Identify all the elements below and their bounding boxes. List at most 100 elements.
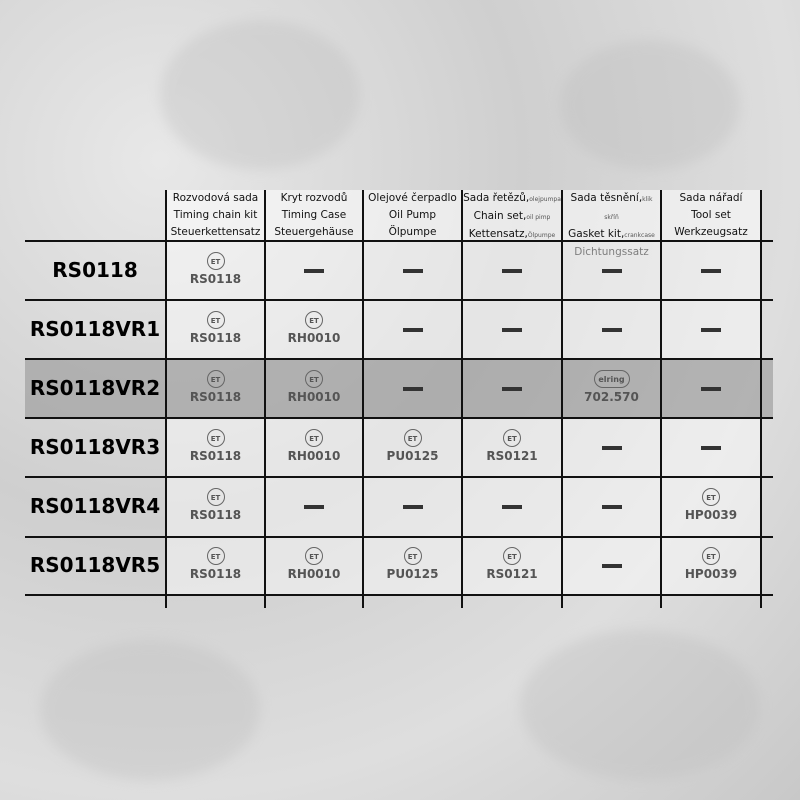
table-cell bbox=[463, 242, 561, 299]
column-divider bbox=[760, 190, 762, 608]
part-item: ET PU0125 bbox=[364, 419, 461, 463]
part-code: RS0121 bbox=[486, 567, 538, 581]
part-code: RH0010 bbox=[287, 448, 341, 463]
column-header-line: Sada nářadí bbox=[679, 192, 743, 204]
not-included-dash-icon bbox=[701, 327, 721, 332]
column-header: Kryt rozvodů Timing Case Steuergehäuse bbox=[266, 190, 362, 240]
table-cell bbox=[364, 360, 461, 417]
table-cell: ET RS0118 bbox=[167, 478, 264, 536]
table-cell bbox=[662, 360, 760, 417]
row-divider bbox=[25, 240, 773, 242]
not-included-dash-icon bbox=[402, 505, 423, 509]
column-divider bbox=[165, 190, 167, 608]
part-code: RH0010 bbox=[287, 389, 341, 404]
not-included-dash-icon bbox=[601, 564, 622, 568]
et-logo-icon: ET bbox=[403, 547, 422, 565]
column-divider bbox=[561, 190, 563, 608]
et-logo-icon: ET bbox=[305, 369, 323, 388]
et-logo-icon: ET bbox=[503, 428, 521, 447]
row-label: RS0118VR2 bbox=[29, 375, 161, 400]
not-included-dash-icon bbox=[502, 505, 522, 509]
part-item: ET RH0010 bbox=[266, 419, 362, 463]
column-header-line: Sada těsnění,klik skříň bbox=[563, 190, 660, 226]
table-row: RS0118VR2 ET RS0118 ET RH0010 elring 702.570 bbox=[25, 360, 773, 417]
table-cell bbox=[463, 478, 561, 536]
not-included-dash-icon bbox=[402, 386, 423, 391]
et-logo-icon: ET bbox=[305, 428, 323, 447]
column-header-line: Oil Pump bbox=[388, 209, 437, 221]
column-header-line: Kettensatz,Ölpumpe bbox=[463, 226, 561, 244]
table-cell bbox=[364, 301, 461, 358]
part-item: ET RS0121 bbox=[463, 538, 561, 581]
table-cell: ET RS0118 bbox=[167, 242, 264, 299]
table-cell bbox=[266, 242, 362, 299]
et-logo-icon: ET bbox=[403, 428, 422, 447]
column-header: Sada těsnění,klik skříň Gasket kit,crankc… bbox=[563, 190, 660, 258]
not-included-dash-icon bbox=[701, 386, 721, 391]
table-cell bbox=[364, 478, 461, 536]
not-included-dash-icon bbox=[402, 327, 423, 332]
part-code: PU0125 bbox=[386, 567, 439, 581]
table-cell bbox=[563, 419, 660, 476]
table-cell: ET RS0121 bbox=[463, 419, 561, 476]
et-logo-icon: ET bbox=[503, 547, 521, 565]
table-cell: ET RS0118 bbox=[167, 419, 264, 476]
row-divider bbox=[25, 594, 773, 596]
not-included-dash-icon bbox=[502, 327, 522, 332]
table-cell: ET PU0125 bbox=[364, 538, 461, 594]
part-code: RS0118 bbox=[189, 567, 242, 581]
column-divider bbox=[362, 190, 364, 608]
row-divider bbox=[25, 299, 773, 301]
table-cell bbox=[364, 242, 461, 299]
column-header: Rozvodová sada Timing chain kit Steuerkett… bbox=[167, 190, 264, 240]
part-item: ET RS0118 bbox=[167, 301, 264, 345]
column-header: Olejové čerpadlo Oil Pump Ölpumpe bbox=[364, 190, 461, 240]
column-header-line: Chain set,oil pimp bbox=[463, 208, 561, 226]
et-logo-icon: ET bbox=[206, 369, 225, 388]
part-code: HP0039 bbox=[684, 508, 738, 522]
header-text: Sada řetězů, bbox=[463, 192, 530, 204]
not-included-dash-icon bbox=[304, 505, 324, 509]
part-code: RS0118 bbox=[189, 508, 242, 522]
part-item: ET HP0039 bbox=[662, 538, 760, 581]
table-row: RS0118VR5 ET RS0118 ET RH0010 ET PU0125 ET RS012… bbox=[25, 538, 773, 594]
table-cell bbox=[563, 538, 660, 594]
not-included-dash-icon bbox=[601, 327, 622, 332]
part-item: ET RH0010 bbox=[266, 301, 362, 345]
table-cell: ET HP0039 bbox=[662, 538, 760, 594]
header-note: oil pimp bbox=[526, 214, 551, 221]
column-divider bbox=[264, 190, 266, 608]
part-item: ET PU0125 bbox=[364, 538, 461, 581]
row-label: RS0118VR4 bbox=[29, 494, 161, 518]
part-code: RS0118 bbox=[189, 271, 242, 286]
table-row: RS0118VR1 ET RS0118 ET RH0010 bbox=[25, 301, 773, 358]
part-item: ET RS0118 bbox=[167, 242, 264, 286]
header-text: Dichtungssatz bbox=[574, 246, 649, 258]
not-included-dash-icon bbox=[304, 268, 324, 273]
et-logo-icon: ET bbox=[206, 428, 225, 447]
table-cell bbox=[266, 478, 362, 536]
table-cell bbox=[463, 301, 561, 358]
column-header-line: Olejové čerpadlo bbox=[368, 192, 457, 204]
column-header-line: Rozvodová sada bbox=[172, 192, 259, 204]
et-logo-icon: ET bbox=[702, 488, 720, 506]
header-text: Kettensatz, bbox=[468, 228, 528, 240]
table-cell bbox=[563, 478, 660, 536]
column-divider bbox=[660, 190, 662, 608]
table-cell bbox=[463, 360, 561, 417]
table-cell: ET RS0118 bbox=[167, 360, 264, 417]
et-logo-icon: ET bbox=[305, 547, 323, 565]
header-text: Chain set, bbox=[473, 210, 527, 222]
row-divider bbox=[25, 536, 773, 538]
elring-logo-icon: elring bbox=[593, 369, 630, 388]
not-included-dash-icon bbox=[402, 268, 423, 273]
table-cell bbox=[662, 301, 760, 358]
table-row: RS0118 ET RS0118 bbox=[25, 242, 773, 299]
header-note: olejpumpa bbox=[529, 196, 561, 203]
column-header: Sada řetězů,olejpumpa Chain set,oil pimp K… bbox=[463, 190, 561, 240]
header-note: klik skříň bbox=[604, 196, 653, 221]
not-included-dash-icon bbox=[701, 268, 721, 273]
table-cell bbox=[662, 419, 760, 476]
not-included-dash-icon bbox=[601, 505, 622, 509]
